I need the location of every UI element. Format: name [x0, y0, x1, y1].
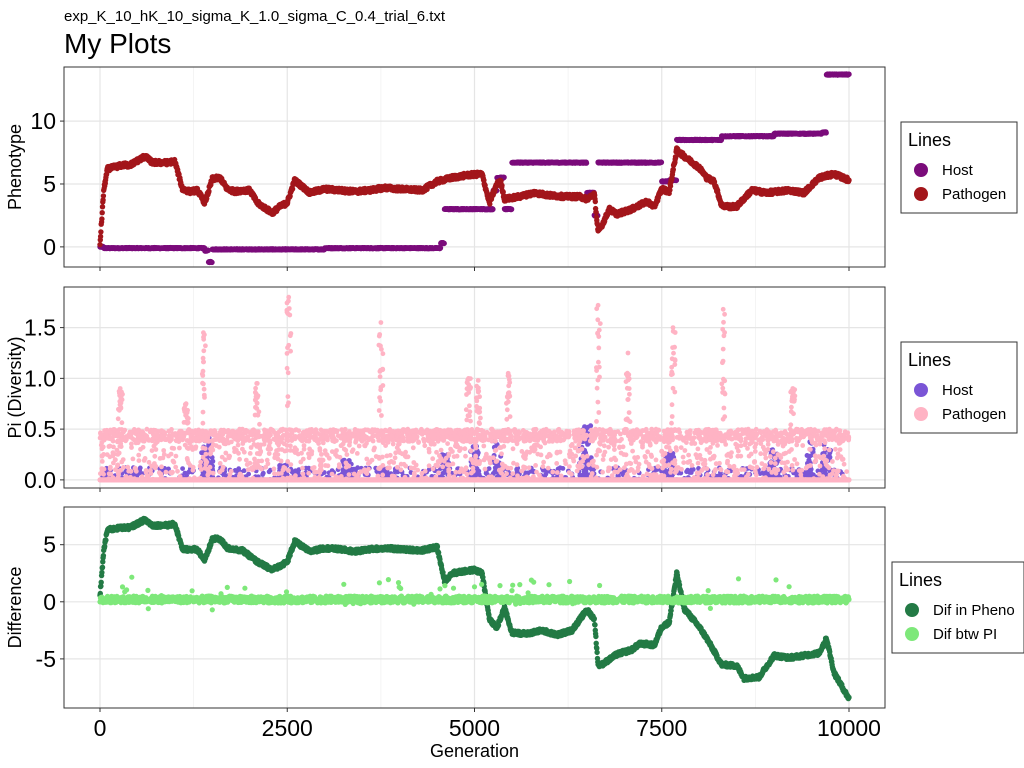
data-point: [99, 216, 105, 222]
data-point: [100, 197, 106, 203]
data-points: [97, 71, 852, 266]
data-point: [673, 154, 679, 160]
data-point: [441, 240, 447, 247]
chart-title: My Plots: [64, 28, 171, 59]
data-point: [673, 177, 680, 183]
data-point: [846, 177, 852, 183]
y-tick-label: 0: [43, 234, 56, 260]
data-point: [583, 160, 590, 166]
data-point: [823, 130, 829, 136]
data-point: [209, 259, 215, 266]
data-point: [499, 182, 505, 189]
data-points: [97, 294, 852, 483]
y-tick-label: 10: [30, 108, 56, 134]
chart-subtitle: exp_K_10_hK_10_sigma_K_1.0_sigma_C_0.4_t…: [64, 8, 446, 25]
data-point: [99, 204, 106, 210]
data-point: [501, 174, 507, 180]
data-point: [97, 233, 104, 240]
y-tick-label: 5: [43, 171, 56, 197]
data-point: [667, 183, 674, 189]
data-point: [490, 206, 496, 212]
data-point: [670, 166, 676, 173]
data-point: [98, 229, 104, 235]
data-point: [592, 198, 598, 205]
series-pathogen: [97, 145, 852, 248]
y-axis-label: Phenotype: [5, 124, 25, 210]
data-point: [206, 188, 212, 194]
data-point: [593, 209, 599, 215]
data-point: [658, 159, 665, 165]
data-point: [437, 245, 444, 251]
data-point: [508, 206, 515, 212]
data-point: [289, 186, 296, 192]
panel-diversity: 0.00.51.01.5Pi (Diversity): [5, 286, 886, 493]
series-host: [97, 71, 852, 266]
data-point: [99, 210, 105, 216]
data-point: [100, 193, 107, 199]
data-point: [846, 71, 852, 77]
data-point: [97, 241, 103, 248]
data-point: [667, 187, 673, 193]
